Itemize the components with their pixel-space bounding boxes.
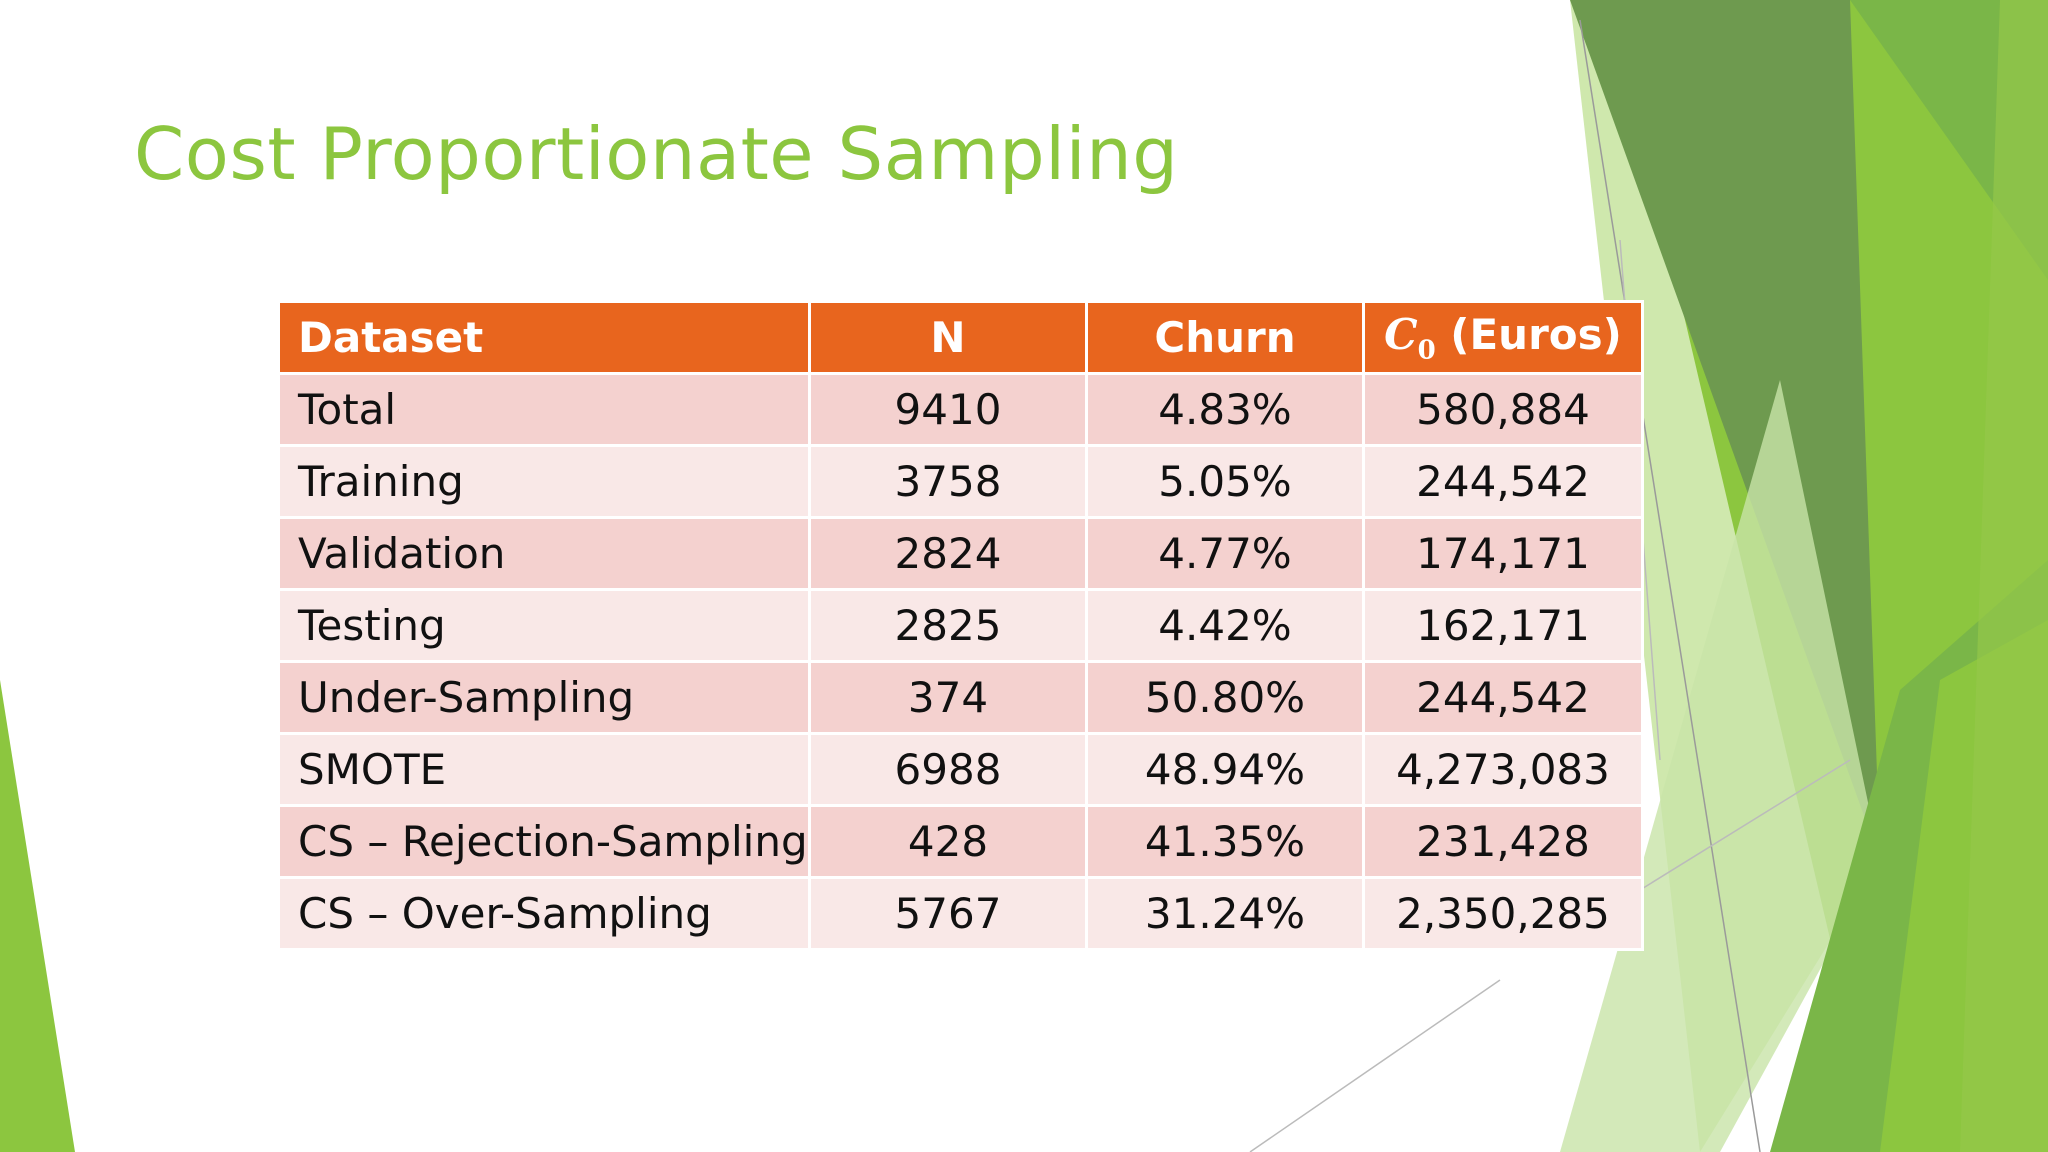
- cell-n: 2824: [808, 516, 1088, 591]
- table-row: Validation 2824 4.77% 174,171: [277, 516, 1644, 591]
- cell-cost: 174,171: [1362, 516, 1644, 591]
- cost-symbol: C0: [1384, 309, 1436, 366]
- table-row: Training 3758 5.05% 244,542: [277, 444, 1644, 519]
- cell-n: 9410: [808, 372, 1088, 447]
- cost-subscript: 0: [1417, 335, 1436, 366]
- cell-dataset: Training: [277, 444, 811, 519]
- table-row: Total 9410 4.83% 580,884: [277, 372, 1644, 447]
- table-row: Testing 2825 4.42% 162,171: [277, 588, 1644, 663]
- cell-dataset: Total: [277, 372, 811, 447]
- cell-cost: 2,350,285: [1362, 876, 1644, 951]
- table-row: SMOTE 6988 48.94% 4,273,083: [277, 732, 1644, 807]
- header-dataset: Dataset: [277, 300, 811, 375]
- cell-n: 374: [808, 660, 1088, 735]
- cell-churn: 50.80%: [1085, 660, 1365, 735]
- table-row: Under-Sampling 374 50.80% 244,542: [277, 660, 1644, 735]
- cell-cost: 244,542: [1362, 660, 1644, 735]
- header-n: N: [808, 300, 1088, 375]
- cell-dataset: Testing: [277, 588, 811, 663]
- table-header-row: Dataset N Churn C0 (Euros): [277, 300, 1644, 375]
- cell-churn: 4.83%: [1085, 372, 1365, 447]
- cell-n: 6988: [808, 732, 1088, 807]
- cell-dataset: CS – Rejection-Sampling: [277, 804, 811, 879]
- cell-churn: 31.24%: [1085, 876, 1365, 951]
- cost-unit: (Euros): [1450, 309, 1622, 359]
- cell-churn: 4.77%: [1085, 516, 1365, 591]
- cell-cost: 4,273,083: [1362, 732, 1644, 807]
- cell-cost: 580,884: [1362, 372, 1644, 447]
- cell-n: 5767: [808, 876, 1088, 951]
- table-row: CS – Over-Sampling 5767 31.24% 2,350,285: [277, 876, 1644, 951]
- cell-churn: 48.94%: [1085, 732, 1365, 807]
- cell-churn: 5.05%: [1085, 444, 1365, 519]
- header-churn: Churn: [1085, 300, 1365, 375]
- cell-churn: 4.42%: [1085, 588, 1365, 663]
- cell-dataset: SMOTE: [277, 732, 811, 807]
- dataset-table: Dataset N Churn C0 (Euros) Total 9410 4.…: [277, 300, 1644, 951]
- header-cost: C0 (Euros): [1362, 300, 1644, 375]
- slide-title: Cost Proportionate Sampling: [134, 112, 1179, 196]
- table-row: CS – Rejection-Sampling 428 41.35% 231,4…: [277, 804, 1644, 879]
- cell-churn: 41.35%: [1085, 804, 1365, 879]
- cell-cost: 162,171: [1362, 588, 1644, 663]
- cell-dataset: CS – Over-Sampling: [277, 876, 811, 951]
- cell-n: 2825: [808, 588, 1088, 663]
- cell-n: 3758: [808, 444, 1088, 519]
- cell-cost: 244,542: [1362, 444, 1644, 519]
- cell-dataset: Validation: [277, 516, 811, 591]
- cell-cost: 231,428: [1362, 804, 1644, 879]
- cell-dataset: Under-Sampling: [277, 660, 811, 735]
- cell-n: 428: [808, 804, 1088, 879]
